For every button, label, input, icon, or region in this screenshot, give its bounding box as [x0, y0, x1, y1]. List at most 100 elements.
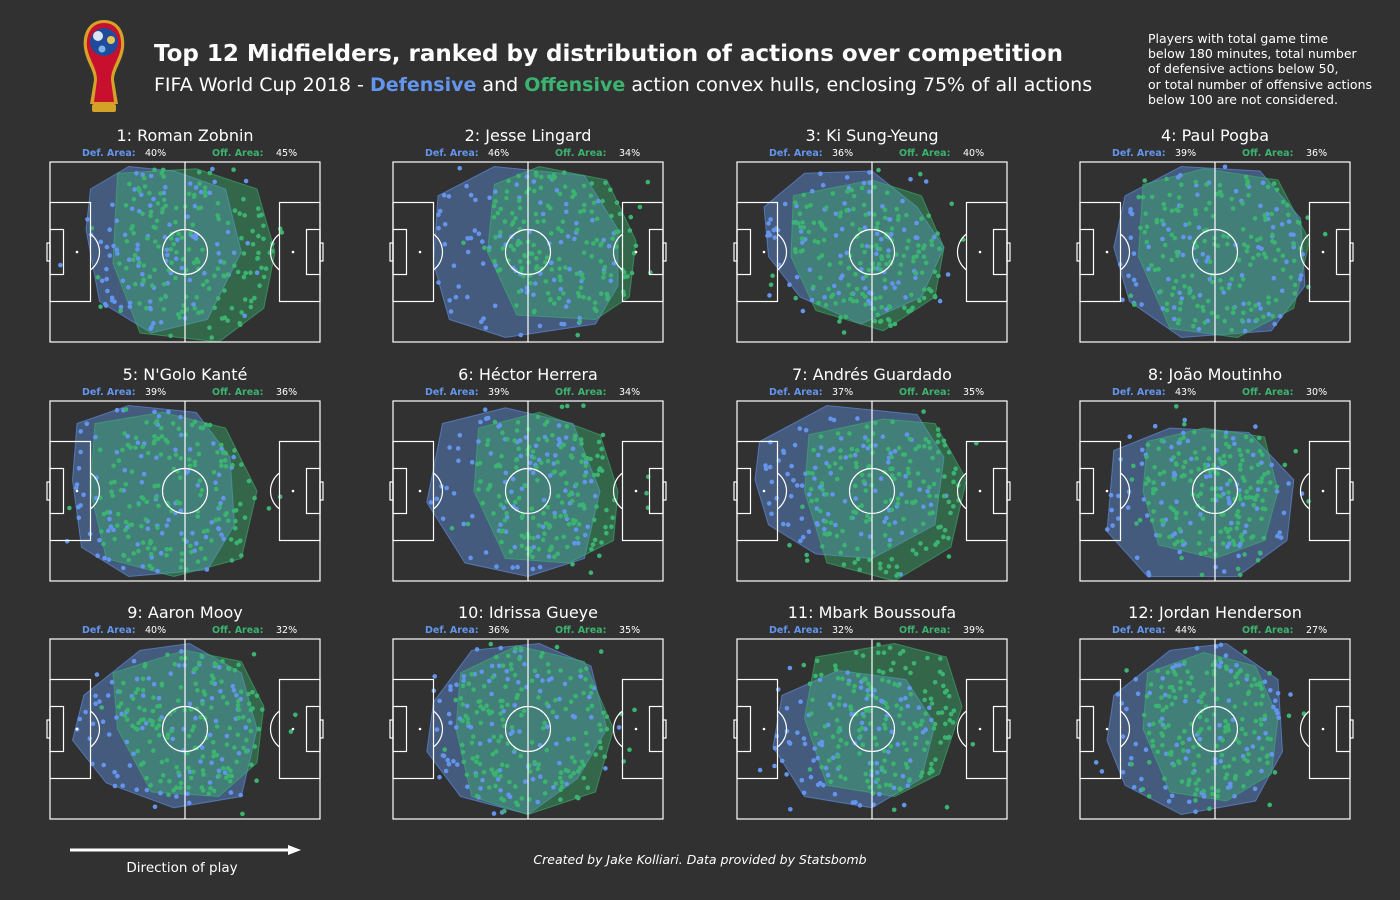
offensive-action-point: [553, 781, 559, 786]
defensive-action-point: [1099, 769, 1105, 774]
defensive-action-point: [114, 715, 119, 720]
defensive-action-point: [769, 479, 775, 485]
offensive-action-point: [600, 432, 606, 438]
defensive-action-point: [165, 280, 170, 286]
defensive-action-point: [135, 440, 141, 445]
defensive-action-point: [461, 678, 466, 683]
defensive-action-point: [867, 189, 872, 194]
offensive-action-point: [1178, 686, 1183, 691]
offensive-action-point: [814, 658, 820, 664]
offensive-action-point: [853, 711, 859, 717]
offensive-action-point: [236, 707, 242, 713]
defensive-action-point: [1266, 312, 1272, 317]
offensive-hull: [803, 642, 963, 798]
offensive-action-point: [153, 495, 159, 500]
defensive-action-point: [799, 516, 805, 521]
offensive-action-point: [579, 759, 585, 764]
offensive-action-point: [161, 197, 167, 203]
offensive-action-point: [1164, 704, 1169, 710]
defensive-action-point: [510, 729, 515, 734]
offensive-action-point: [199, 309, 205, 315]
defensive-action-point: [876, 726, 882, 732]
offensive-action-point: [882, 722, 887, 727]
defensive-action-point: [807, 492, 812, 497]
offensive-action-point: [561, 534, 566, 540]
offensive-action-point: [506, 178, 511, 184]
defensive-action-point: [137, 209, 142, 214]
offensive-action-point: [220, 659, 225, 664]
offensive-action-point: [922, 747, 927, 753]
defensive-action-point: [1200, 252, 1206, 257]
offensive-action-point: [941, 493, 947, 499]
offensive-action-point: [1147, 760, 1152, 765]
defensive-action-point: [178, 508, 184, 513]
offensive-action-point: [1240, 227, 1246, 232]
offensive-action-point: [822, 531, 827, 536]
offensive-action-point: [136, 502, 142, 507]
defensive-action-point: [892, 285, 897, 291]
defensive-action-point: [102, 555, 107, 561]
offensive-action-point: [610, 515, 615, 521]
defensive-action-point: [1236, 553, 1241, 559]
defensive-action-point: [166, 517, 171, 523]
offensive-action-point: [857, 227, 863, 232]
defensive-action-point: [781, 448, 786, 454]
offensive-action-point: [517, 259, 523, 264]
defensive-action-point: [901, 227, 907, 233]
offensive-action-point: [504, 189, 510, 194]
offensive-action-point: [1257, 757, 1262, 762]
offensive-action-point: [260, 707, 265, 712]
defensive-action-point: [772, 763, 777, 769]
def-area-value: 32%: [832, 625, 854, 636]
offensive-action-point: [1187, 286, 1192, 291]
offensive-action-point: [1183, 510, 1188, 516]
offensive-action-point: [199, 487, 205, 493]
offensive-action-point: [544, 747, 549, 753]
offensive-action-point: [482, 245, 487, 251]
offensive-action-point: [578, 209, 583, 214]
offensive-action-point: [887, 645, 893, 650]
offensive-action-point: [889, 556, 895, 562]
defensive-action-point: [767, 464, 773, 470]
defensive-action-point: [782, 201, 788, 207]
offensive-action-point: [1168, 505, 1174, 510]
defensive-action-point: [522, 661, 527, 667]
offensive-action-point: [173, 275, 178, 281]
offensive-action-point: [818, 434, 824, 439]
offensive-action-point: [196, 310, 201, 315]
offensive-action-point: [1204, 182, 1209, 187]
offensive-action-point: [1188, 478, 1193, 483]
penalty-spot: [418, 727, 422, 731]
offensive-action-point: [1274, 484, 1280, 490]
defensive-action-point: [616, 725, 622, 730]
offensive-action-point: [163, 437, 168, 443]
offensive-action-point: [516, 173, 521, 179]
offensive-action-point: [132, 252, 138, 258]
offensive-action-point: [491, 214, 497, 220]
offensive-action-point: [1149, 518, 1155, 523]
offensive-action-point: [1158, 289, 1163, 294]
chart-title: Top 12 Midfielders, ranked by distributi…: [154, 41, 1063, 67]
offensive-action-point: [1222, 764, 1227, 770]
offensive-action-point: [492, 419, 498, 425]
defensive-action-point: [437, 208, 443, 214]
defensive-action-point: [784, 772, 789, 777]
offensive-action-point: [1286, 713, 1292, 719]
offensive-action-point: [946, 693, 952, 699]
offensive-action-point: [267, 250, 273, 255]
offensive-action-point: [209, 538, 214, 543]
offensive-action-point: [1291, 241, 1297, 247]
offensive-action-point: [526, 260, 531, 265]
defensive-action-point: [105, 693, 111, 698]
offensive-action-point: [929, 242, 935, 248]
offensive-action-point: [248, 304, 254, 310]
defensive-action-point: [865, 688, 870, 693]
offensive-action-point: [589, 254, 594, 259]
pitch: [46, 161, 324, 343]
defensive-action-point: [1120, 770, 1126, 775]
offensive-action-point: [177, 475, 183, 480]
defensive-action-point: [455, 762, 460, 767]
offensive-action-point: [277, 226, 283, 231]
offensive-action-point: [943, 705, 949, 711]
offensive-action-point: [216, 773, 222, 778]
